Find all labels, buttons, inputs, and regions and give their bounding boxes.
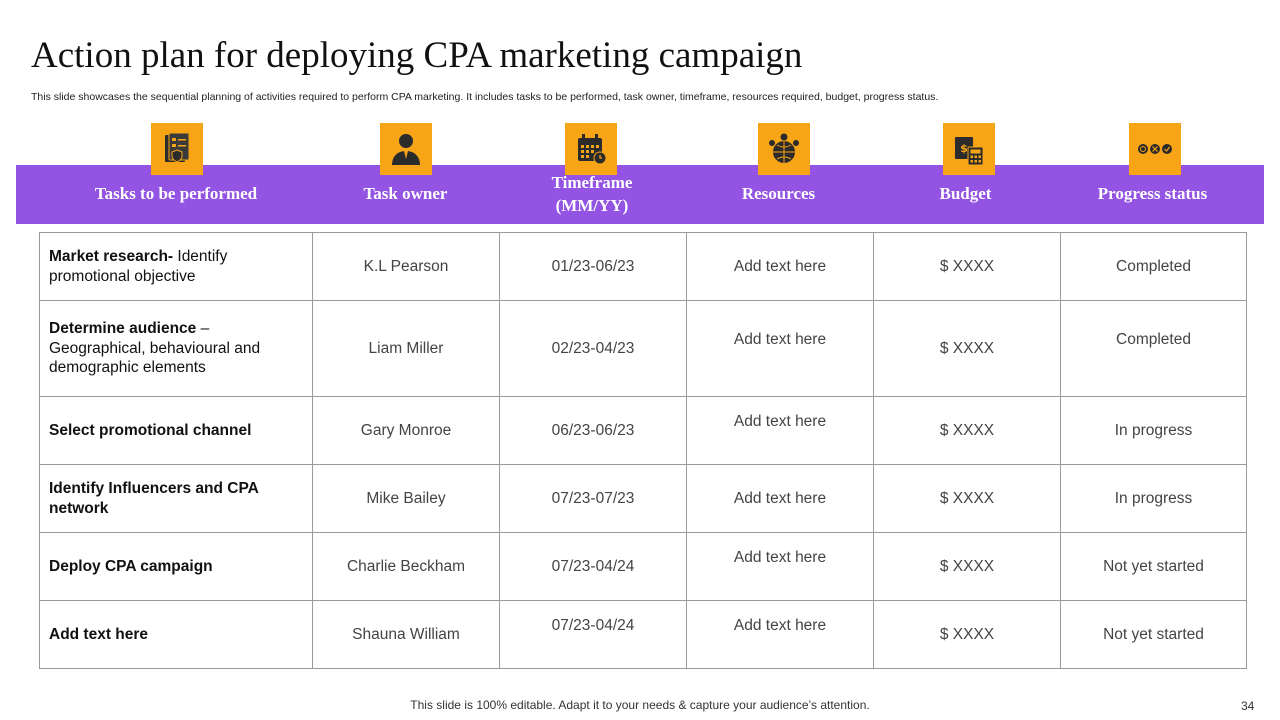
timeframe-cell: 07/23-04/24 — [499, 600, 687, 669]
timeframe-cell: 06/23-06/23 — [499, 396, 687, 465]
action-plan-table: Market research- Identify promotional ob… — [39, 232, 1247, 669]
owner-cell: Gary Monroe — [312, 396, 500, 465]
resources-cell: Add text here — [686, 232, 874, 301]
status-cell: Not yet started — [1060, 532, 1247, 601]
task-cell: Deploy CPA campaign — [39, 532, 313, 601]
table-row: Market research- Identify promotional ob… — [39, 232, 1247, 301]
owner-cell: Shauna William — [312, 600, 500, 669]
header-resources: Resources — [741, 184, 816, 204]
footer-note: This slide is 100% editable. Adapt it to… — [410, 698, 870, 712]
table-row: Select promotional channel Gary Monroe 0… — [39, 396, 1247, 465]
table-row: Deploy CPA campaign Charlie Beckham 07/2… — [39, 532, 1247, 601]
money-calculator-icon: $ — [943, 123, 995, 175]
timeframe-cell: 01/23-06/23 — [499, 232, 687, 301]
header-progress-status: Progress status — [1097, 184, 1208, 204]
resources-cell: Add text here — [686, 600, 874, 669]
resources-cell: Add text here — [686, 464, 874, 533]
table-row: Determine audience – Geographical, behav… — [39, 300, 1247, 397]
resources-cell: Add text here — [686, 300, 874, 397]
timeframe-cell: 07/23-07/23 — [499, 464, 687, 533]
status-cell: In progress — [1060, 396, 1247, 465]
page-title: Action plan for deploying CPA marketing … — [31, 35, 803, 76]
status-cell: Not yet started — [1060, 600, 1247, 669]
header-timeframe: Timeframe (MM/YY) — [551, 173, 633, 215]
resources-cell: Add text here — [686, 396, 874, 465]
status-cell: Completed — [1060, 300, 1247, 397]
task-cell: Select promotional channel — [39, 396, 313, 465]
status-icons-icon — [1129, 123, 1181, 175]
owner-cell: Charlie Beckham — [312, 532, 500, 601]
header-band — [16, 165, 1264, 224]
owner-cell: Mike Bailey — [312, 464, 500, 533]
task-cell: Add text here — [39, 600, 313, 669]
task-cell: Market research- Identify promotional ob… — [39, 232, 313, 301]
timeframe-cell: 07/23-04/24 — [499, 532, 687, 601]
svg-text:$: $ — [960, 142, 968, 155]
header-tasks: Tasks to be performed — [94, 184, 258, 204]
table-row: Add text here Shauna William 07/23-04/24… — [39, 600, 1247, 669]
budget-cell: $ XXXX — [873, 232, 1061, 301]
table-row: Identify Influencers and CPA network Mik… — [39, 464, 1247, 533]
budget-cell: $ XXXX — [873, 396, 1061, 465]
budget-cell: $ XXXX — [873, 300, 1061, 397]
resources-cell: Add text here — [686, 532, 874, 601]
budget-cell: $ XXXX — [873, 464, 1061, 533]
page-number: 34 — [1241, 699, 1255, 713]
status-cell: Completed — [1060, 232, 1247, 301]
timeframe-cell: 02/23-04/23 — [499, 300, 687, 397]
owner-cell: K.L Pearson — [312, 232, 500, 301]
status-cell: In progress — [1060, 464, 1247, 533]
task-cell: Determine audience – Geographical, behav… — [39, 300, 313, 397]
header-task-owner: Task owner — [363, 184, 448, 204]
task-cell: Identify Influencers and CPA network — [39, 464, 313, 533]
calendar-icon — [565, 123, 617, 175]
owner-cell: Liam Miller — [312, 300, 500, 397]
budget-cell: $ XXXX — [873, 600, 1061, 669]
header-budget: Budget — [939, 184, 992, 204]
page-subtitle: This slide showcases the sequential plan… — [31, 91, 939, 103]
person-icon — [380, 123, 432, 175]
budget-cell: $ XXXX — [873, 532, 1061, 601]
team-globe-icon — [758, 123, 810, 175]
task-document-icon — [151, 123, 203, 175]
